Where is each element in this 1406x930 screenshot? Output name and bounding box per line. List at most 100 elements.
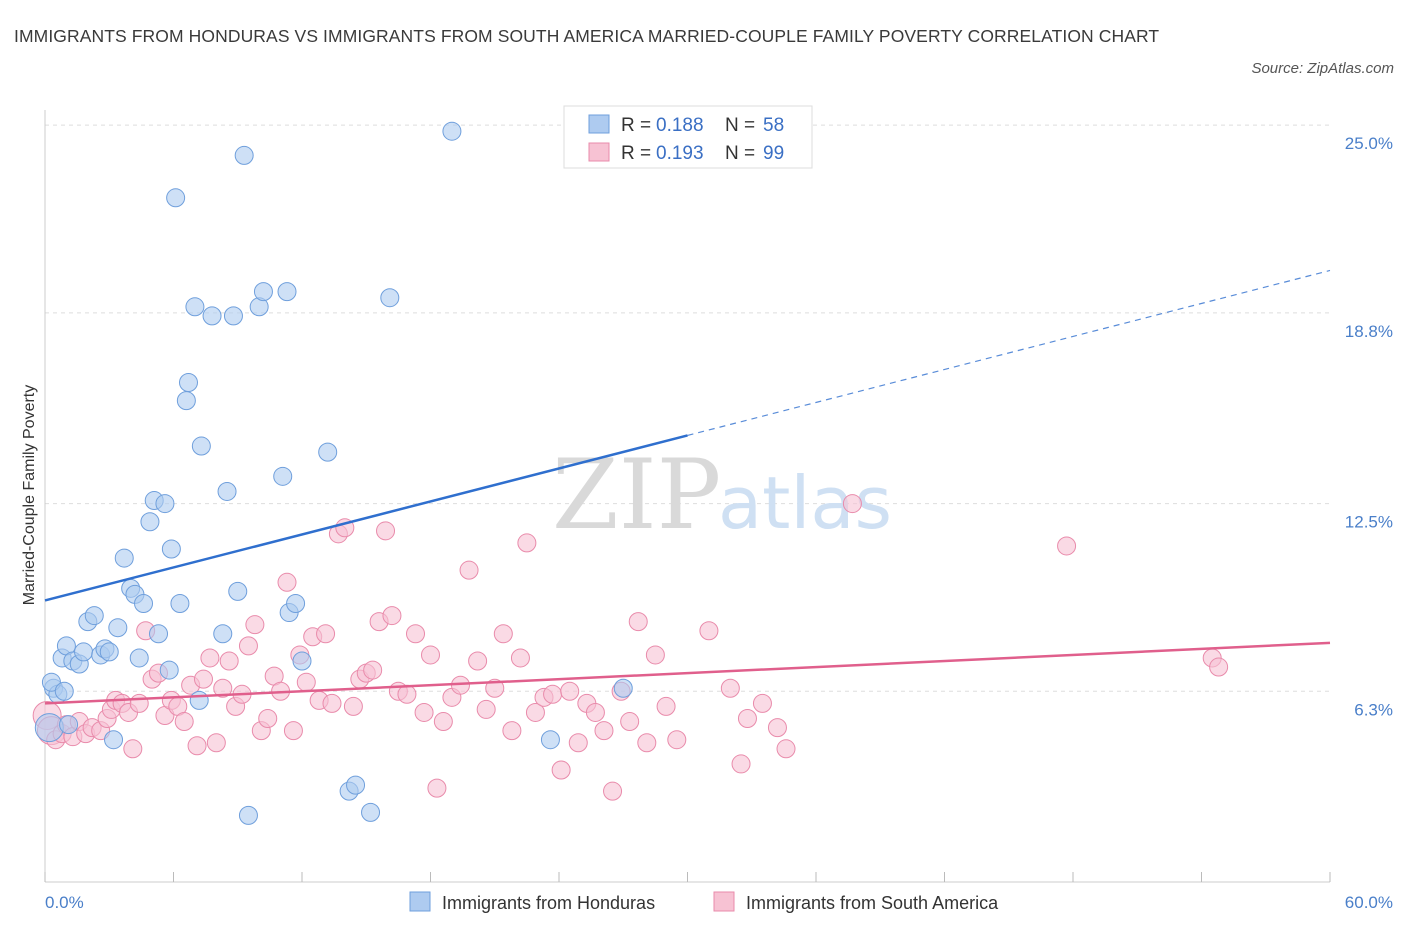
honduras-point (84, 606, 104, 626)
y-tick-label: 12.5% (1345, 513, 1393, 532)
honduras-point (234, 145, 254, 165)
honduras-point (202, 306, 222, 326)
south-america-point (637, 733, 657, 753)
grid-layer (45, 124, 1330, 692)
honduras-point (108, 618, 128, 638)
legend-r-label-honduras: R = (621, 115, 651, 136)
south-america-point (476, 699, 496, 719)
south-america-point (720, 678, 740, 698)
legend-box: R = 0.188 N = 58 R = 0.193 N = 99 (563, 105, 813, 169)
south-america-point (397, 684, 417, 704)
honduras-point (228, 581, 248, 601)
south-america-point (568, 733, 588, 753)
south-america-point (1209, 657, 1229, 677)
legend-swatch-south-america (588, 142, 610, 162)
honduras-point (149, 624, 169, 644)
south-america-point (594, 721, 614, 741)
legend-n-label-honduras: N = (725, 115, 755, 136)
south-america-point (363, 660, 383, 680)
south-america-point (656, 696, 676, 716)
watermark-zip: ZIP (552, 439, 721, 551)
south-america-point (376, 521, 396, 541)
south-america-point (187, 736, 207, 756)
honduras-point (185, 297, 205, 317)
south-america-point (468, 651, 488, 671)
south-america-point (645, 645, 665, 665)
honduras-point (286, 593, 306, 613)
south-america-point (219, 651, 239, 671)
honduras-trend-extension (687, 269, 1331, 437)
south-america-point (699, 621, 719, 641)
south-america-point (1057, 536, 1077, 556)
chart-title: IMMIGRANTS FROM HONDURAS VS IMMIGRANTS F… (14, 26, 1160, 46)
honduras-point (292, 651, 312, 671)
x-tick-label: 60.0% (1345, 893, 1393, 912)
honduras-point (217, 481, 237, 501)
bottom-legend-label-honduras: Immigrants from Honduras (442, 893, 655, 913)
x-tick-labels: 0.0% 60.0% (45, 893, 1393, 912)
south-america-point (433, 712, 453, 732)
legend-n-label-south-america: N = (725, 143, 755, 164)
south-america-trend-line (44, 641, 1331, 705)
legend-r-value-honduras: 0.188 (656, 115, 704, 136)
south-america-point (585, 702, 605, 722)
south-america-point (283, 721, 303, 741)
south-america-point (296, 672, 316, 692)
honduras-point (442, 121, 462, 141)
south-america-point (620, 712, 640, 732)
honduras-point (155, 494, 175, 514)
legend-n-value-honduras: 58 (763, 115, 784, 136)
x-tick-label: 0.0% (45, 893, 84, 912)
honduras-point (129, 648, 149, 668)
honduras-point (178, 372, 198, 392)
honduras-point (238, 805, 258, 825)
south-america-point (842, 494, 862, 514)
honduras-point (99, 642, 119, 662)
south-america-point (277, 572, 297, 592)
honduras-point (170, 593, 190, 613)
south-america-point (517, 533, 537, 553)
y-tick-labels: 6.3% 12.5% 18.8% 25.0% (1345, 134, 1393, 719)
south-america-point (316, 624, 336, 644)
honduras-point (114, 548, 134, 568)
honduras-point (134, 593, 154, 613)
south-america-point (667, 730, 687, 750)
honduras-point (361, 802, 381, 822)
south-america-point (421, 645, 440, 665)
legend-r-value-south-america: 0.193 (656, 143, 704, 164)
south-america-point (767, 718, 787, 738)
honduras-point (159, 660, 179, 680)
south-america-point (560, 681, 580, 701)
y-axis-title: Married-Couple Family Poverty (21, 385, 38, 606)
honduras-point (213, 624, 233, 644)
south-america-point (322, 693, 342, 713)
south-america-point (213, 678, 233, 698)
south-america-point (129, 693, 149, 713)
legend-r-label-south-america: R = (621, 143, 651, 164)
south-america-point (206, 733, 226, 753)
south-america-point (525, 702, 545, 722)
south-america-point (776, 739, 796, 759)
south-america-point (406, 624, 426, 644)
honduras-point (277, 282, 297, 302)
south-america-point (174, 712, 194, 732)
honduras-point (104, 730, 124, 750)
x-tick-marks (44, 872, 1331, 882)
south-america-point (485, 678, 505, 698)
south-america-point (731, 754, 751, 774)
honduras-point (540, 730, 560, 750)
south-america-point (382, 606, 402, 626)
south-america-point (543, 684, 563, 704)
south-america-point (123, 739, 143, 759)
honduras-point (191, 436, 211, 456)
honduras-point (34, 713, 64, 743)
honduras-point (253, 282, 273, 302)
south-america-point (459, 560, 479, 580)
honduras-point (346, 775, 366, 795)
honduras-point (59, 715, 79, 735)
watermark-atlas: atlas (718, 461, 892, 545)
honduras-point (223, 306, 243, 326)
honduras-point (161, 539, 181, 559)
south-america-point (737, 709, 757, 729)
